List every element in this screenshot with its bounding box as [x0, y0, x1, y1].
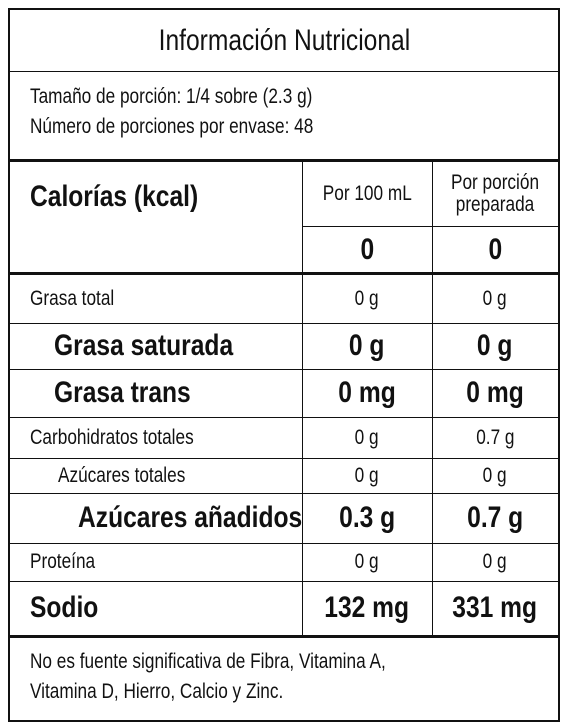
nutrient-value-text: 132 mg [324, 591, 410, 624]
serving-line: Número de porciones por envase: 48 [30, 112, 530, 142]
calories-label-text: Calorías (kcal) [30, 180, 199, 213]
serving-line-text: Tamaño de porción: 1/4 sobre (2.3 g) [30, 85, 313, 108]
nutrient-label: Azúcares totales [58, 458, 302, 493]
column-header: Por 100 mL [302, 162, 432, 226]
nutrient-label: Azúcares añadidos [78, 493, 302, 543]
column-rule [302, 323, 303, 369]
column-rule [432, 543, 433, 581]
rule [10, 417, 558, 418]
nutrient-value-text: 0 mg [338, 376, 396, 409]
column-rule [432, 458, 433, 493]
rule [10, 635, 558, 638]
nutrient-label-text: Grasa total [30, 287, 115, 310]
nutrient-value: 0 g [432, 458, 558, 493]
column-rule [432, 493, 433, 543]
nutrient-label: Grasa saturada [54, 323, 302, 369]
serving-line-text: Número de porciones por envase: 48 [30, 115, 314, 138]
rule [10, 369, 558, 370]
rule [10, 323, 558, 324]
nutrient-value: 331 mg [432, 581, 558, 635]
nutrient-value-text: 0 g [483, 287, 507, 310]
footer: No es fuente significativa de Fibra, Vit… [30, 647, 530, 709]
nutrient-value: 0 g [302, 417, 432, 458]
column-rule [302, 493, 303, 543]
nutrient-value: 0 g [432, 543, 558, 581]
column-rule [302, 369, 303, 417]
nutrient-value-text: 0 g [355, 287, 379, 310]
nutrient-value-text: 0 g [483, 550, 507, 573]
nutrient-value-text: 0 g [477, 329, 513, 362]
rule [10, 71, 558, 72]
calories-value-text: 0 [360, 233, 374, 266]
nutrient-label: Carbohidratos totales [30, 417, 302, 458]
calories-label: Calorías (kcal) [30, 162, 300, 232]
column-rule [432, 369, 433, 417]
title: Información Nutricional [10, 10, 558, 72]
nutrient-value: 0.7 g [432, 493, 558, 543]
column-rule [432, 417, 433, 458]
column-header-text: Por porción preparada [450, 171, 540, 216]
rule [10, 159, 558, 162]
footer-text: No es fuente significativa de Fibra, Vit… [30, 650, 386, 703]
nutrient-label-text: Carbohidratos totales [30, 425, 194, 449]
nutrient-label: Grasa total [30, 275, 302, 323]
nutrient-label-text: Proteína [30, 550, 96, 573]
rule [10, 493, 558, 494]
nutrient-value: 0 mg [302, 369, 432, 417]
nutrient-value-text: 0 g [483, 463, 507, 487]
nutrient-value: 0 g [432, 323, 558, 369]
nutrient-value: 0.3 g [302, 493, 432, 543]
nutrient-value-text: 0 g [349, 329, 385, 362]
nutrient-label: Proteína [30, 543, 302, 581]
column-rule [432, 162, 433, 272]
rule [302, 226, 558, 227]
nutrient-value-text: 331 mg [452, 591, 538, 624]
rule [10, 272, 558, 275]
nutrient-label-text: Azúcares añadidos [78, 501, 302, 534]
nutrient-label: Sodio [30, 581, 302, 635]
column-rule [302, 417, 303, 458]
column-rule [432, 581, 433, 635]
nutrient-value-text: 0.7 g [475, 425, 515, 449]
title-text: Información Nutricional [158, 24, 410, 57]
column-header-text: Por 100 mL [322, 182, 412, 205]
rule [10, 581, 558, 582]
nutrition-label: Información Nutricional Tamaño de porción… [8, 8, 560, 722]
calories-value-text: 0 [488, 233, 502, 266]
nutrient-value: 132 mg [302, 581, 432, 635]
nutrient-label-text: Grasa trans [54, 376, 191, 409]
nutrient-value: 0 g [302, 458, 432, 493]
nutrient-label-text: Sodio [30, 591, 99, 624]
nutrient-value-text: 0 g [355, 463, 379, 487]
nutrient-value: 0 mg [432, 369, 558, 417]
nutrient-value-text: 0.3 g [338, 501, 396, 534]
column-rule [302, 543, 303, 581]
nutrient-label-text: Azúcares totales [58, 463, 186, 487]
nutrient-value: 0 g [302, 323, 432, 369]
nutrient-value: 0 g [302, 275, 432, 323]
calories-value: 0 [432, 227, 558, 273]
column-rule [302, 162, 303, 272]
nutrient-value-text: 0.7 g [466, 501, 524, 534]
column-rule [302, 581, 303, 635]
nutrient-value: 0 g [432, 275, 558, 323]
nutrient-label: Grasa trans [54, 369, 302, 417]
column-rule [302, 275, 303, 323]
column-header: Por porción preparada [432, 162, 558, 226]
column-rule [432, 275, 433, 323]
nutrient-value-text: 0 g [355, 550, 379, 573]
rule [10, 543, 558, 544]
nutrient-label-text: Grasa saturada [54, 329, 234, 362]
column-rule [432, 323, 433, 369]
nutrient-value: 0.7 g [432, 417, 558, 458]
nutrient-value: 0 g [302, 543, 432, 581]
nutrient-value-text: 0 g [355, 425, 379, 449]
calories-value: 0 [302, 227, 432, 273]
serving-line: Tamaño de porción: 1/4 sobre (2.3 g) [30, 82, 530, 112]
rule [10, 458, 558, 459]
nutrient-value-text: 0 mg [466, 376, 524, 409]
column-rule [302, 458, 303, 493]
